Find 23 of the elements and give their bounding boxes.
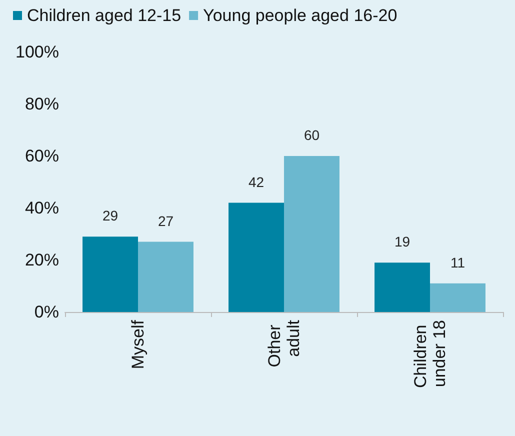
- x-tick-label: Other adult: [265, 320, 303, 368]
- x-tick-label: Children under 18: [411, 320, 449, 388]
- legend-label: Young people aged 16-20: [203, 6, 398, 25]
- bar: [228, 202, 284, 312]
- y-tick-label: 40%: [24, 198, 59, 218]
- data-label: 60: [304, 127, 320, 143]
- bar: [82, 236, 138, 312]
- x-tick-label: Myself: [128, 320, 148, 370]
- data-label: 29: [102, 208, 118, 224]
- legend-label: Children aged 12-15: [27, 6, 182, 25]
- bar: [374, 262, 430, 312]
- bar: [138, 242, 194, 312]
- y-tick-label: 100%: [16, 42, 59, 62]
- data-label: 27: [158, 212, 174, 229]
- bar: [284, 156, 340, 312]
- y-tick-label: 60%: [24, 146, 59, 166]
- bar: [430, 283, 486, 312]
- y-tick-label: 20%: [24, 250, 59, 270]
- data-label: 11: [450, 254, 466, 270]
- y-tick-label: 0%: [34, 302, 59, 322]
- data-label: 19: [394, 234, 410, 250]
- y-tick-label: 80%: [24, 94, 59, 114]
- data-label: 42: [248, 174, 264, 190]
